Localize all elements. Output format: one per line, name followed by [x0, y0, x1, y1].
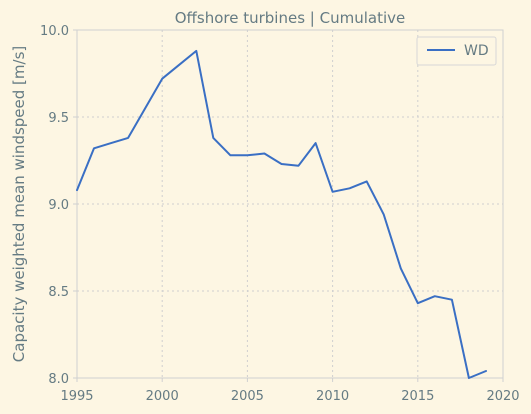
x-tick-label: 2000 — [146, 389, 179, 404]
x-tick-label: 2015 — [401, 389, 434, 404]
x-tick-label: 2020 — [486, 389, 519, 404]
legend-label: WD — [464, 43, 489, 59]
y-tick-label: 9.5 — [48, 111, 69, 126]
y-tick-label: 8.5 — [48, 285, 69, 300]
plot-area: 1995 2000 2005 2010 2015 2020 8.0 8.5 9.0 9.5 10.0 — [40, 24, 520, 404]
x-tick-label: 2005 — [231, 389, 264, 404]
legend-box — [416, 36, 497, 66]
gridlines — [77, 30, 503, 378]
y-tick-label: 9.0 — [48, 198, 69, 213]
axis-ticks: 1995 2000 2005 2010 2015 2020 8.0 8.5 9.0 9.5 10.0 — [40, 24, 520, 404]
x-tick-label: 2010 — [316, 389, 349, 404]
chart-title: Offshore turbines | Cumulative — [175, 9, 405, 27]
legend: WD — [416, 36, 497, 66]
y-axis-label: Capacity weighted mean windspeed [m/s] — [10, 46, 28, 362]
y-tick-label: 8.0 — [48, 372, 69, 387]
y-tick-label: 10.0 — [40, 24, 69, 39]
series-lines — [76, 49, 487, 379]
plot-frame — [76, 29, 504, 379]
x-tick-label: 1995 — [60, 389, 93, 404]
